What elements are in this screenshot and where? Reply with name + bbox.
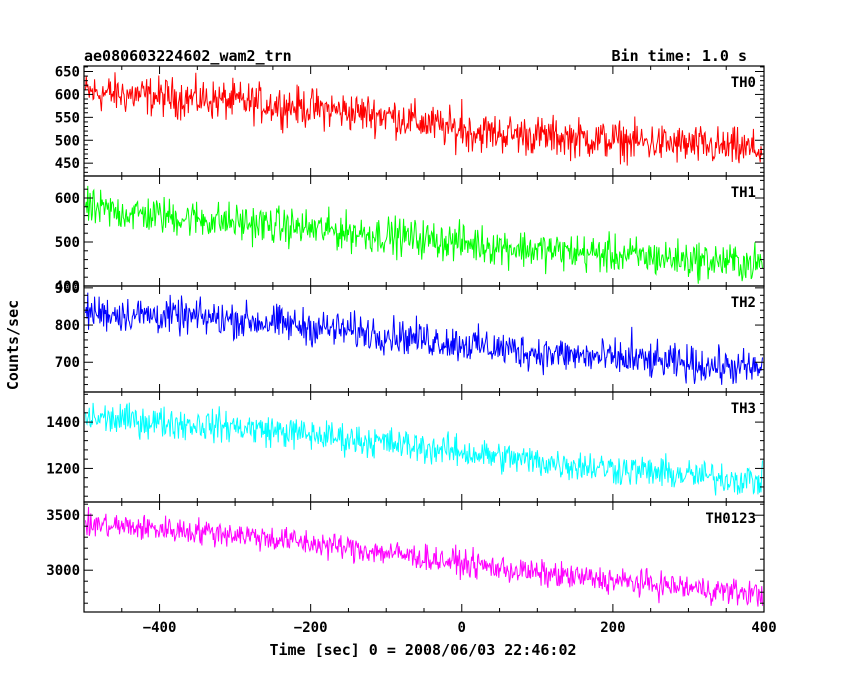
panel-th0123: 3000 3500 TH0123: [46, 501, 765, 613]
y-tick-label: 500: [55, 235, 80, 251]
panel-frame: [83, 65, 765, 177]
y-tick-label: 400: [55, 279, 80, 295]
x-tick-label: −400: [143, 620, 177, 636]
panel-label: TH3: [731, 401, 756, 417]
x-tick-label: 200: [600, 620, 625, 636]
y-tick-label: 700: [55, 355, 80, 371]
panels: 450 500 550 600 650 TH0 400 500 600 TH1 700 800 900 T…: [46, 65, 765, 613]
panel-label: TH2: [731, 295, 756, 311]
y-tick-label: 1400: [46, 415, 80, 431]
y-tick-label: 1200: [46, 461, 80, 477]
chart-title: ae080603224602_wam2_trn: [84, 47, 292, 65]
series-line-th3: [85, 402, 763, 496]
panel-frame: [83, 501, 765, 613]
series-line-th1: [85, 185, 763, 284]
series-line-th2: [85, 292, 763, 385]
panel-th0: 450 500 550 600 650 TH0: [55, 65, 765, 177]
y-tick-label: 900: [55, 281, 80, 297]
panel-th1: 400 500 600 TH1: [55, 175, 765, 295]
panel-label: TH0123: [705, 511, 756, 527]
panel-frame: [83, 285, 765, 393]
y-tick-label: 650: [55, 65, 80, 81]
x-axis-label: Time [sec] 0 = 2008/06/03 22:46:02: [269, 641, 576, 659]
y-tick-label: 450: [55, 156, 80, 172]
y-tick-label: 600: [55, 191, 80, 207]
y-tick-label: 3000: [46, 563, 80, 579]
series-line-th0123: [85, 507, 763, 607]
y-tick-label: 500: [55, 133, 80, 149]
panel-label: TH1: [731, 185, 756, 201]
bin-time-label: Bin time: 1.0 s: [612, 47, 747, 65]
x-axis-ticks: −400 −200 0 200 400: [143, 620, 777, 636]
y-axis-label: Counts/sec: [4, 300, 22, 390]
panel-label: TH0: [731, 75, 756, 91]
x-tick-label: −200: [294, 620, 328, 636]
y-tick-label: 3500: [46, 508, 80, 524]
x-tick-label: 400: [751, 620, 776, 636]
series-line-th0: [85, 72, 763, 166]
x-tick-label: 0: [458, 620, 466, 636]
panel-th3: 1200 1400 TH3: [46, 391, 765, 503]
y-tick-label: 550: [55, 110, 80, 126]
panel-th2: 700 800 900 TH2: [55, 281, 765, 393]
panel-frame: [83, 175, 765, 287]
y-tick-label: 800: [55, 318, 80, 334]
y-tick-label: 600: [55, 87, 80, 103]
